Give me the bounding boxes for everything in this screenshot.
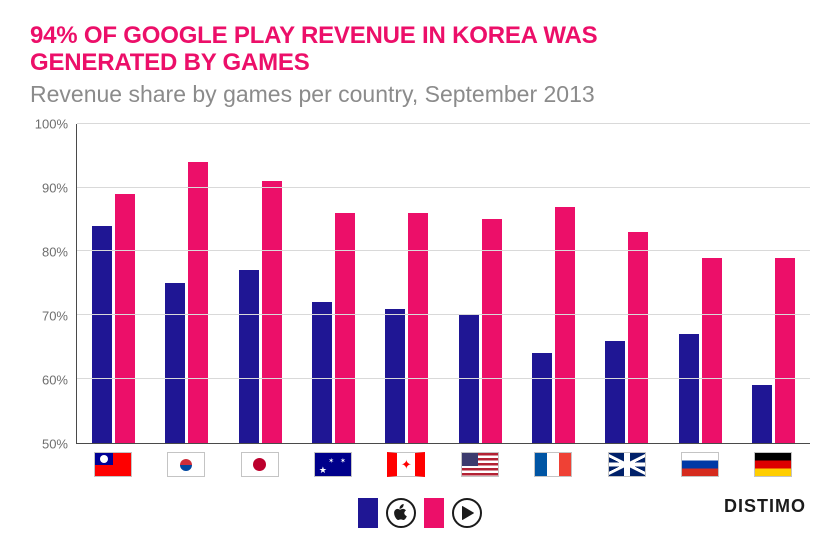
- x-category: [296, 450, 369, 480]
- bar-google: [775, 258, 795, 443]
- bar-google: [335, 213, 355, 443]
- bar-group: [517, 124, 590, 443]
- gridline: [77, 378, 810, 379]
- bar-apple: [679, 334, 699, 442]
- flag-icon: [754, 452, 792, 477]
- bar-google: [408, 213, 428, 443]
- chart-title: 94% OF GOOGLE PLAY REVENUE IN KOREA WAS …: [30, 22, 810, 77]
- bar-group: [590, 124, 663, 443]
- bar-google: [702, 258, 722, 443]
- bar-apple: [532, 353, 552, 442]
- bar-group: [737, 124, 810, 443]
- bar-group: [297, 124, 370, 443]
- chart-subtitle: Revenue share by games per country, Sept…: [30, 81, 810, 108]
- gridline: [77, 123, 810, 124]
- gridline: [77, 187, 810, 188]
- y-tick-label: 60%: [28, 372, 68, 387]
- y-axis: 50%60%70%80%90%100%: [30, 124, 76, 444]
- bar-group: [150, 124, 223, 443]
- brand-logo: DISTIMO: [724, 496, 806, 517]
- apple-icon: [386, 498, 416, 528]
- chart-title-line1: 94% OF GOOGLE PLAY REVENUE IN KOREA WAS: [30, 22, 810, 49]
- bar-apple: [605, 341, 625, 443]
- legend: [30, 498, 810, 528]
- bar-group: [224, 124, 297, 443]
- flag-icon: [461, 452, 499, 477]
- bar-google: [115, 194, 135, 443]
- bar-apple: [459, 315, 479, 443]
- bar-group: [77, 124, 150, 443]
- bar-apple: [165, 283, 185, 443]
- y-tick-label: 70%: [28, 308, 68, 323]
- y-tick-label: 100%: [28, 116, 68, 131]
- x-category: [443, 450, 516, 480]
- bar-apple: [92, 226, 112, 443]
- bar-google: [262, 181, 282, 443]
- chart: 50%60%70%80%90%100%: [30, 124, 810, 444]
- play-icon: [452, 498, 482, 528]
- gridline: [77, 314, 810, 315]
- bar-google: [555, 207, 575, 443]
- plot-area: [76, 124, 810, 444]
- x-category: [370, 450, 443, 480]
- flag-icon: [681, 452, 719, 477]
- bar-google: [628, 232, 648, 443]
- bar-group: [370, 124, 443, 443]
- x-category: [149, 450, 222, 480]
- x-category: [663, 450, 736, 480]
- bar-apple: [312, 302, 332, 442]
- bar-google: [482, 219, 502, 442]
- legend-swatch-apple: [358, 498, 378, 528]
- x-category: [737, 450, 810, 480]
- bar-groups: [77, 124, 810, 443]
- x-category: [590, 450, 663, 480]
- y-tick-label: 90%: [28, 180, 68, 195]
- y-tick-label: 80%: [28, 244, 68, 259]
- bar-apple: [752, 385, 772, 442]
- legend-swatch-google: [424, 498, 444, 528]
- chart-title-line2: GENERATED BY GAMES: [30, 49, 810, 76]
- bar-apple: [239, 270, 259, 442]
- flag-icon: [534, 452, 572, 477]
- flag-icon: [241, 452, 279, 477]
- gridline: [77, 250, 810, 251]
- x-axis-flags: [76, 450, 810, 480]
- y-tick-label: 50%: [28, 436, 68, 451]
- flag-icon: [167, 452, 205, 477]
- flag-icon: [608, 452, 646, 477]
- x-category: [516, 450, 589, 480]
- bar-apple: [385, 309, 405, 443]
- flag-icon: [314, 452, 352, 477]
- x-category: [223, 450, 296, 480]
- bar-group: [663, 124, 736, 443]
- bar-google: [188, 162, 208, 443]
- flag-icon: [387, 452, 425, 477]
- x-category: [76, 450, 149, 480]
- bar-group: [443, 124, 516, 443]
- flag-icon: [94, 452, 132, 477]
